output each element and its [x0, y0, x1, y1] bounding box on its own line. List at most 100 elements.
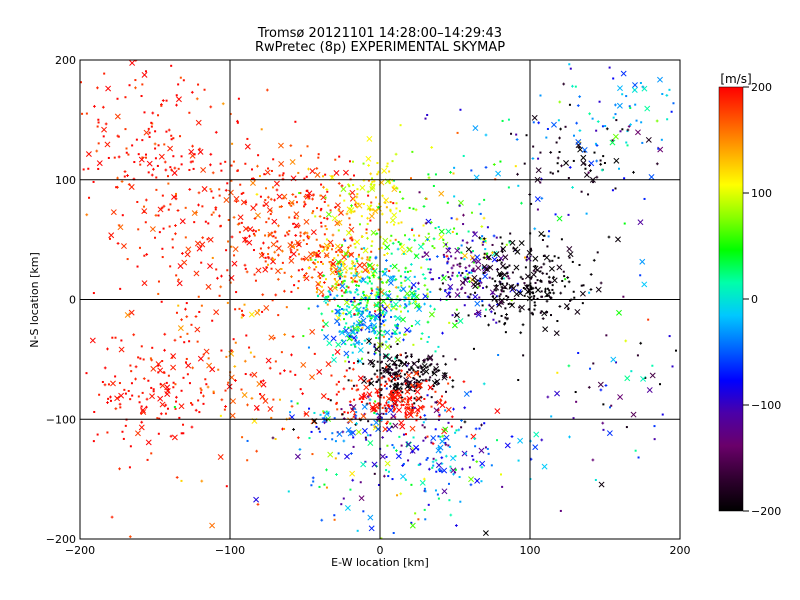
scatter-point-plus: [325, 468, 328, 472]
scatter-point-cross: [454, 292, 461, 298]
scatter-point-plus: [180, 318, 183, 322]
scatter-point: [106, 431, 109, 434]
scatter-point: [523, 282, 526, 285]
scatter-point: [264, 234, 267, 237]
scatter-point: [197, 295, 200, 298]
scatter-point-cross: [542, 326, 549, 333]
scatter-point: [517, 459, 520, 462]
scatter-point: [212, 390, 215, 393]
scatter-point-plus: [185, 315, 189, 319]
scatter-point: [366, 222, 369, 225]
scatter-point: [242, 191, 245, 194]
scatter-point: [370, 268, 373, 271]
scatter-point: [236, 121, 239, 124]
scatter-point-cross: [276, 193, 283, 200]
scatter-point: [201, 205, 204, 208]
scatter-point-cross: [303, 218, 310, 225]
scatter-point: [109, 399, 112, 402]
scatter-point: [421, 255, 424, 258]
scatter-point: [377, 483, 380, 486]
scatter-point-plus: [164, 168, 168, 172]
scatter-point-plus: [480, 423, 483, 427]
scatter-point: [346, 411, 349, 414]
scatter-point-plus: [412, 361, 416, 365]
scatter-point-cross: [609, 139, 616, 146]
scatter-point-cross: [89, 337, 96, 344]
scatter-point-cross: [275, 245, 282, 252]
scatter-point: [348, 254, 351, 257]
scatter-point-plus: [245, 270, 249, 274]
scatter-point: [398, 332, 401, 335]
scatter-point-plus: [256, 164, 259, 168]
scatter-point: [135, 138, 138, 141]
scatter-point-plus: [410, 450, 414, 454]
scatter-point: [507, 296, 510, 299]
scatter-point: [622, 295, 625, 298]
scatter-point: [150, 386, 153, 389]
scatter-point: [283, 427, 286, 430]
scatter-point-plus: [359, 275, 363, 279]
scatter-point-cross: [475, 258, 482, 265]
scatter-point: [154, 157, 157, 160]
scatter-point: [356, 193, 359, 196]
scatter-point: [337, 390, 340, 393]
scatter-point: [267, 253, 270, 256]
scatter-point-plus: [316, 304, 320, 308]
scatter-point-cross: [334, 318, 340, 325]
scatter-point: [190, 402, 193, 405]
scatter-point-cross: [336, 431, 343, 437]
scatter-point: [154, 147, 157, 150]
scatter-point: [501, 287, 504, 290]
scatter-point: [338, 314, 341, 317]
scatter-point: [226, 182, 229, 185]
scatter-point-plus: [93, 104, 96, 108]
scatter-point: [367, 351, 370, 354]
scatter-point-plus: [291, 335, 295, 338]
scatter-point: [376, 360, 379, 363]
scatter-point: [362, 307, 365, 310]
scatter-point-plus: [351, 280, 354, 284]
scatter-point: [188, 111, 191, 114]
scatter-point: [411, 227, 414, 230]
scatter-point: [422, 439, 425, 442]
scatter-point: [460, 426, 463, 429]
scatter-point: [292, 222, 295, 225]
scatter-point: [403, 296, 406, 299]
scatter-point: [393, 332, 396, 335]
scatter-point-plus: [294, 234, 298, 237]
scatter-point-cross: [384, 244, 391, 251]
scatter-point-plus: [516, 283, 520, 287]
scatter-point: [362, 162, 365, 165]
scatter-point-cross: [509, 239, 516, 246]
scatter-point-cross: [513, 291, 520, 298]
scatter-point: [289, 256, 292, 259]
scatter-point: [330, 374, 333, 377]
scatter-point: [378, 417, 381, 420]
scatter-point-plus: [515, 138, 519, 141]
scatter-point-plus: [510, 435, 514, 438]
scatter-point: [167, 182, 170, 185]
scatter-point: [287, 233, 290, 236]
scatter-point: [536, 279, 539, 282]
scatter-point-plus: [441, 434, 445, 438]
scatter-point: [375, 348, 378, 351]
scatter-point: [388, 170, 391, 173]
scatter-point: [294, 373, 297, 376]
scatter-point-plus: [95, 149, 99, 153]
scatter-point-plus: [250, 396, 254, 400]
scatter-point-cross: [481, 237, 487, 244]
scatter-point: [551, 259, 554, 262]
scatter-point: [406, 401, 409, 404]
scatter-point-cross: [326, 340, 333, 347]
scatter-point: [415, 379, 418, 382]
scatter-point: [522, 354, 525, 357]
scatter-point-plus: [485, 285, 489, 289]
scatter-point-cross: [475, 311, 482, 318]
scatter-point: [404, 234, 407, 237]
scatter-point: [407, 368, 410, 371]
scatter-point-plus: [423, 283, 427, 287]
scatter-point: [367, 179, 370, 182]
scatter-point: [290, 204, 293, 207]
scatter-point-cross: [644, 105, 651, 112]
